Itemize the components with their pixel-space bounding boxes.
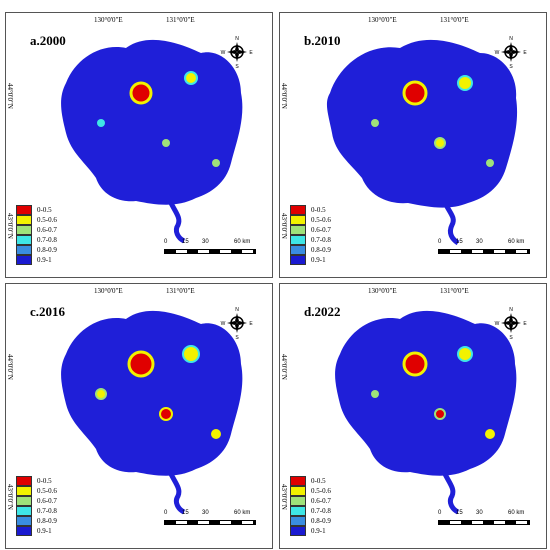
map-panel-2010: 130°0'0"E 131°0'0"E 44°0'0"N 43°0'0"N b.… <box>279 12 547 278</box>
legend-item: 0-0.5 <box>290 476 331 486</box>
map-panel-2022: 130°0'0"E 131°0'0"E 44°0'0"N 43°0'0"N d.… <box>279 283 547 549</box>
legend-item: 0.6-0.7 <box>16 496 57 506</box>
legend-item: 0-0.5 <box>290 205 331 215</box>
legend-item: 0.9-1 <box>290 255 331 265</box>
compass-w: W <box>495 50 500 56</box>
lon-label-130: 130°0'0"E <box>94 16 123 24</box>
lon-label-131: 131°0'0"E <box>440 287 469 295</box>
compass-w: W <box>495 321 500 327</box>
legend: 0-0.5 0.5-0.6 0.6-0.7 0.7-0.8 0.8-0.9 0.… <box>16 476 57 536</box>
legend-item: 0.9-1 <box>16 526 57 536</box>
legend-item: 0.7-0.8 <box>290 506 331 516</box>
compass-n: N <box>235 36 239 42</box>
legend-item: 0.7-0.8 <box>16 506 57 516</box>
heatmap-map <box>61 39 243 244</box>
compass-icon: N S E W <box>221 36 254 69</box>
compass-w: W <box>221 321 226 327</box>
compass-n: N <box>509 36 513 42</box>
scale-bar: 0 15 30 60 km <box>438 510 530 530</box>
panel-label: a.2000 <box>30 33 66 48</box>
lon-label-130: 130°0'0"E <box>368 16 397 24</box>
legend-item: 0.7-0.8 <box>16 235 57 245</box>
legend-item: 0.9-1 <box>16 255 57 265</box>
scale-bar: 0 15 30 60 km <box>164 510 256 530</box>
compass-s: S <box>509 64 513 69</box>
legend-item: 0.7-0.8 <box>290 235 331 245</box>
legend-item: 0.8-0.9 <box>290 516 331 526</box>
lon-label-131: 131°0'0"E <box>166 16 195 24</box>
compass-e: E <box>523 50 527 56</box>
lon-label-131: 131°0'0"E <box>166 287 195 295</box>
compass-e: E <box>249 321 253 327</box>
scale-bar: 0 15 30 60 km <box>438 239 530 259</box>
panel-label: b.2010 <box>304 33 341 48</box>
compass-w: W <box>221 50 226 56</box>
lon-label-130: 130°0'0"E <box>368 287 397 295</box>
heatmap-map <box>335 310 517 515</box>
panel-label: c.2016 <box>30 304 66 319</box>
legend-item: 0.8-0.9 <box>16 516 57 526</box>
map-panel-2016: 130°0'0"E 131°0'0"E 44°0'0"N 43°0'0"N c.… <box>5 283 273 549</box>
lon-label-131: 131°0'0"E <box>440 16 469 24</box>
map-panel-2000: 130°0'0"E 131°0'0"E 44°0'0"N 43°0'0"N a.… <box>5 12 273 278</box>
legend-item: 0.8-0.9 <box>16 245 57 255</box>
compass-e: E <box>523 321 527 327</box>
legend: 0-0.5 0.5-0.6 0.6-0.7 0.7-0.8 0.8-0.9 0.… <box>16 205 57 265</box>
legend-item: 0-0.5 <box>16 205 57 215</box>
legend-item: 0.5-0.6 <box>16 215 57 225</box>
legend-item: 0.6-0.7 <box>16 225 57 235</box>
compass-icon: N S E W <box>495 307 528 340</box>
compass-s: S <box>509 335 513 340</box>
legend-item: 0.9-1 <box>290 526 331 536</box>
compass-n: N <box>235 307 239 313</box>
compass-s: S <box>235 335 239 340</box>
heatmap-map <box>326 39 518 246</box>
scale-bar: 0 15 30 60 km <box>164 239 256 259</box>
heatmap-map <box>61 310 243 515</box>
legend: 0-0.5 0.5-0.6 0.6-0.7 0.7-0.8 0.8-0.9 0.… <box>290 476 331 536</box>
compass-s: S <box>235 64 239 69</box>
compass-icon: N S E W <box>495 36 528 69</box>
panel-label: d.2022 <box>304 304 341 319</box>
legend-item: 0.8-0.9 <box>290 245 331 255</box>
legend-item: 0.5-0.6 <box>290 215 331 225</box>
legend-item: 0.5-0.6 <box>16 486 57 496</box>
legend-item: 0-0.5 <box>16 476 57 486</box>
lon-label-130: 130°0'0"E <box>94 287 123 295</box>
legend-item: 0.6-0.7 <box>290 496 331 506</box>
legend-item: 0.5-0.6 <box>290 486 331 496</box>
compass-n: N <box>509 307 513 313</box>
legend: 0-0.5 0.5-0.6 0.6-0.7 0.7-0.8 0.8-0.9 0.… <box>290 205 331 265</box>
compass-e: E <box>249 50 253 56</box>
legend-item: 0.6-0.7 <box>290 225 331 235</box>
compass-icon: N S E W <box>221 307 254 340</box>
